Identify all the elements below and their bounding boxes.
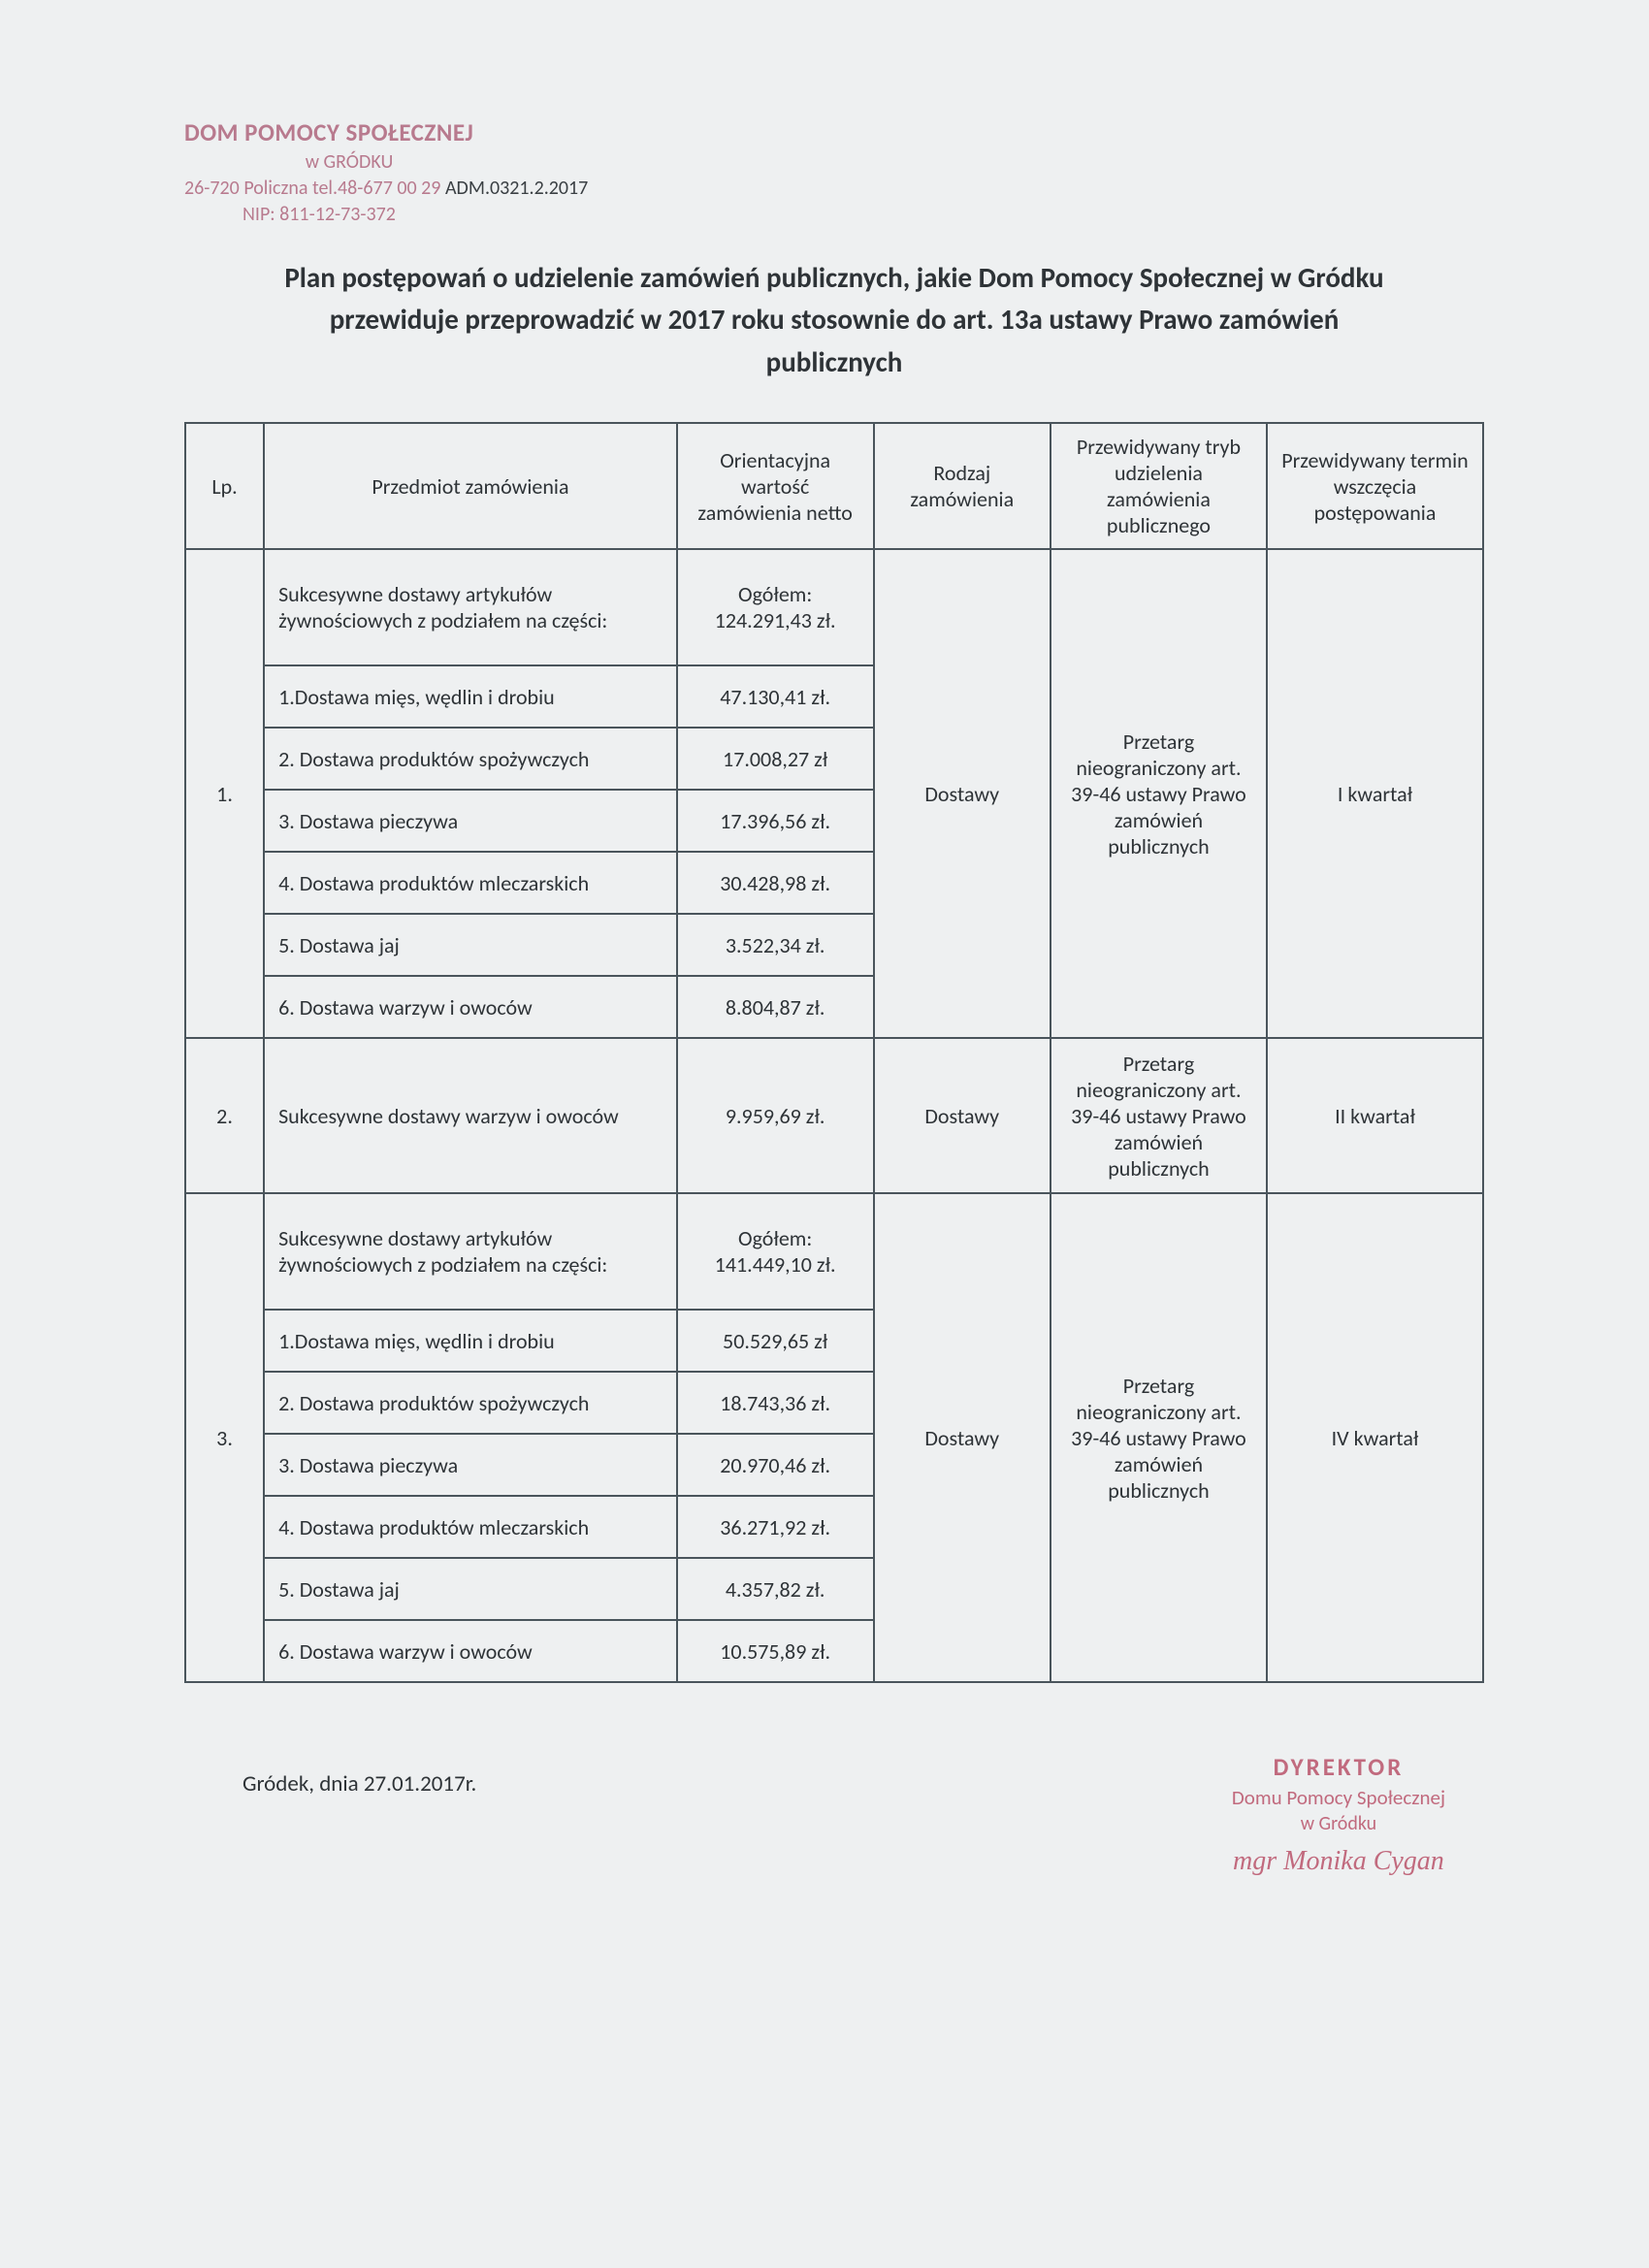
stamp-address: 26-720 Policzna tel.48-677 00 29 [184,177,440,200]
value-cell: 36.271,92 zł. [677,1496,874,1558]
col-header-value: Orientacyjna wartość zamówienia netto [677,423,874,549]
subject-cell: 2. Dostawa produktów spożywczych [264,1372,677,1434]
value-cell: 47.130,41 zł. [677,665,874,728]
footer: Gródek, dnia 27.01.2017r. DYREKTOR Domu … [184,1751,1484,1880]
col-header-subject: Przedmiot zamówienia [264,423,677,549]
subject-cell: Sukcesywne dostawy warzyw i owoców [264,1038,677,1193]
lp-cell: 3. [185,1193,264,1682]
value-amount: 141.449,10 zł. [715,1251,836,1278]
table-row: 1. Sukcesywne dostawy artykułów żywności… [185,549,1483,665]
col-header-lp: Lp. [185,423,264,549]
subject-cell: 1.Dostawa mięs, wędlin i drobiu [264,1310,677,1372]
subject-cell: 4. Dostawa produktów mleczarskich [264,1496,677,1558]
stamp-nip: NIP: 811-12-73-372 [184,202,1484,228]
procurement-plan-table: Lp. Przedmiot zamówienia Orientacyjna wa… [184,422,1484,1683]
table-header-row: Lp. Przedmiot zamówienia Orientacyjna wa… [185,423,1483,549]
term-cell: I kwartał [1267,549,1483,1038]
value-cell: 4.357,82 zł. [677,1558,874,1620]
signature-title: DYREKTOR [1232,1751,1445,1784]
col-header-type: Rodzaj zamówienia [874,423,1051,549]
value-cell: 20.970,46 zł. [677,1434,874,1496]
place-date: Gródek, dnia 27.01.2017r. [242,1751,476,1880]
subject-cell: 3. Dostawa pieczywa [264,790,677,852]
subject-cell: Sukcesywne dostawy artykułów żywnościowy… [264,1193,677,1310]
mode-cell: Przetarg nieograniczony art. 39-46 ustaw… [1051,1193,1267,1682]
value-cell: 50.529,65 zł [677,1310,874,1372]
col-header-term: Przewidywany termin wszczęcia postępowan… [1267,423,1483,549]
col-header-mode: Przewidywany tryb udzielenia zamówienia … [1051,423,1267,549]
subject-cell: 6. Dostawa warzyw i owoców [264,976,677,1038]
org-stamp: DOM POMOCY SPOŁECZNEJ w GRÓDKU 26-720 Po… [184,116,1484,228]
subject-cell: 6. Dostawa warzyw i owoców [264,1620,677,1682]
document-title: Plan postępowań o udzielenie zamówień pu… [262,257,1406,384]
doc-ref-number: ADM.0321.2.2017 [445,177,588,200]
subject-cell: 5. Dostawa jaj [264,914,677,976]
subject-cell: 1.Dostawa mięs, wędlin i drobiu [264,665,677,728]
value-cell: 18.743,36 zł. [677,1372,874,1434]
subject-cell: Sukcesywne dostawy artykułów żywnościowy… [264,549,677,665]
table-row: 3. Sukcesywne dostawy artykułów żywności… [185,1193,1483,1310]
lp-cell: 2. [185,1038,264,1193]
mode-cell: Przetarg nieograniczony art. 39-46 ustaw… [1051,1038,1267,1193]
signature-org: Domu Pomocy Społecznej [1232,1784,1445,1811]
value-cell: Ogółem: 141.449,10 zł. [677,1193,874,1310]
mode-cell: Przetarg nieograniczony art. 39-46 ustaw… [1051,549,1267,1038]
lp-cell: 1. [185,549,264,1038]
term-cell: IV kwartał [1267,1193,1483,1682]
value-cell: 30.428,98 zł. [677,852,874,914]
term-cell: II kwartał [1267,1038,1483,1193]
value-label: Ogółem: [738,581,812,607]
subject-cell: 4. Dostawa produktów mleczarskich [264,852,677,914]
subject-cell: 5. Dostawa jaj [264,1558,677,1620]
value-cell: 10.575,89 zł. [677,1620,874,1682]
table-row: 2. Sukcesywne dostawy warzyw i owoców 9.… [185,1038,1483,1193]
subject-cell: 2. Dostawa produktów spożywczych [264,728,677,790]
value-cell: 9.959,69 zł. [677,1038,874,1193]
value-cell: 17.008,27 zł [677,728,874,790]
signature-block: DYREKTOR Domu Pomocy Społecznej w Gródku… [1232,1751,1445,1880]
value-cell: 17.396,56 zł. [677,790,874,852]
value-label: Ogółem: [738,1225,812,1251]
type-cell: Dostawy [874,549,1051,1038]
value-cell: 8.804,87 zł. [677,976,874,1038]
value-cell: 3.522,34 zł. [677,914,874,976]
stamp-org-place: w GRÓDKU [184,149,514,176]
subject-cell: 3. Dostawa pieczywa [264,1434,677,1496]
signature-name: mgr Monika Cygan [1232,1843,1445,1880]
stamp-address-line: 26-720 Policzna tel.48-677 00 29 ADM.032… [184,176,1484,202]
value-cell: Ogółem: 124.291,43 zł. [677,549,874,665]
type-cell: Dostawy [874,1038,1051,1193]
type-cell: Dostawy [874,1193,1051,1682]
stamp-org-name: DOM POMOCY SPOŁECZNEJ [184,116,1484,149]
value-amount: 124.291,43 zł. [715,607,836,633]
signature-place: w Gródku [1232,1811,1445,1837]
